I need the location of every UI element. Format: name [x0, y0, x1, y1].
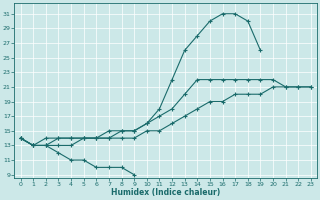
- X-axis label: Humidex (Indice chaleur): Humidex (Indice chaleur): [111, 188, 220, 197]
